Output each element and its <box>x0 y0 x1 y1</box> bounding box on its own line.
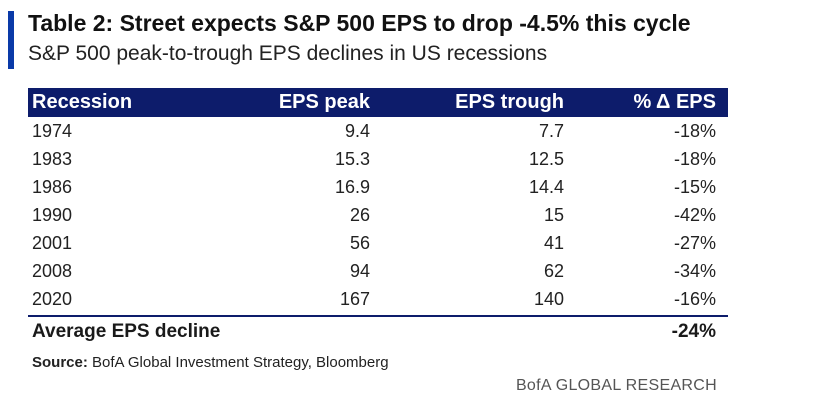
cell-eps-trough: 14.4 <box>528 176 564 197</box>
source-label: Source: <box>32 354 88 371</box>
title-accent-bar <box>8 11 14 69</box>
source-note: Source: BofA Global Investment Strategy,… <box>32 354 389 371</box>
cell-eps-trough: 62 <box>543 260 564 281</box>
table-header-row: Recession EPS peak EPS trough % Δ EPS <box>28 88 728 117</box>
cell-pct-change: -18% <box>673 120 716 141</box>
cell-eps-peak: 167 <box>339 288 370 309</box>
cell-recession: 2020 <box>32 288 73 309</box>
table-row: 1990 26 15 -42% <box>28 201 728 229</box>
cell-eps-trough: 41 <box>543 232 564 253</box>
table-body: 1974 9.4 7.7 -18% 1983 15.3 12.5 -18% 1986 16.9 14… <box>28 117 728 313</box>
table-row: 1974 9.4 7.7 -18% <box>28 117 728 145</box>
cell-eps-peak: 9.4 <box>344 120 370 141</box>
cell-eps-peak: 94 <box>349 260 370 281</box>
average-value: -24% <box>671 321 716 342</box>
header-recession: Recession <box>32 91 133 113</box>
cell-eps-trough: 12.5 <box>528 148 564 169</box>
cell-recession: 1986 <box>32 176 73 197</box>
cell-pct-change: -15% <box>673 176 716 197</box>
eps-table: Recession EPS peak EPS trough % Δ EPS 19… <box>28 88 728 347</box>
source-text: BofA Global Investment Strategy, Bloombe… <box>92 354 389 371</box>
chart-title: Table 2: Street expects S&P 500 EPS to d… <box>28 10 691 36</box>
cell-recession: 2001 <box>32 232 73 253</box>
table-row: 2001 56 41 -27% <box>28 229 728 257</box>
cell-pct-change: -34% <box>673 260 716 281</box>
cell-recession: 1974 <box>32 120 73 141</box>
cell-pct-change: -27% <box>673 232 716 253</box>
cell-eps-peak: 56 <box>349 232 370 253</box>
table-row: 1983 15.3 12.5 -18% <box>28 145 728 173</box>
cell-eps-trough: 140 <box>533 288 564 309</box>
average-label: Average EPS decline <box>32 321 221 342</box>
cell-pct-change: -42% <box>673 204 716 225</box>
header-pct-change: % Δ EPS <box>633 91 716 113</box>
cell-pct-change: -18% <box>673 148 716 169</box>
table-row: 1986 16.9 14.4 -15% <box>28 173 728 201</box>
cell-eps-trough: 7.7 <box>538 120 564 141</box>
cell-eps-peak: 15.3 <box>334 148 370 169</box>
cell-recession: 2008 <box>32 260 73 281</box>
cell-eps-trough: 15 <box>543 204 564 225</box>
cell-eps-peak: 16.9 <box>334 176 370 197</box>
table-row: 2008 94 62 -34% <box>28 257 728 285</box>
header-eps-trough: EPS trough <box>455 91 564 113</box>
cell-recession: 1990 <box>32 204 73 225</box>
header-eps-peak: EPS peak <box>278 91 370 113</box>
table-row: 2020 167 140 -16% <box>28 285 728 313</box>
average-row: Average EPS decline -24% <box>28 315 728 347</box>
cell-pct-change: -16% <box>673 288 716 309</box>
cell-eps-peak: 26 <box>349 204 370 225</box>
footer-brand: BofA GLOBAL RESEARCH <box>515 377 717 394</box>
chart-subtitle: S&P 500 peak-to-trough EPS declines in U… <box>28 42 548 65</box>
cell-recession: 1983 <box>32 148 73 169</box>
